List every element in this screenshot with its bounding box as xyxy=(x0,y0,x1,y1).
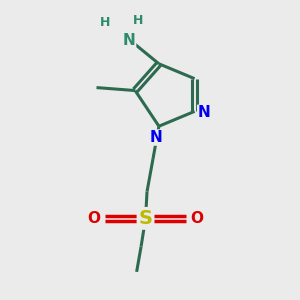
Text: H: H xyxy=(100,16,111,29)
Text: N: N xyxy=(150,130,162,145)
Text: N: N xyxy=(198,105,211,120)
Text: O: O xyxy=(88,211,100,226)
Text: S: S xyxy=(139,209,152,228)
Text: N: N xyxy=(123,32,136,47)
Text: O: O xyxy=(190,211,203,226)
Text: H: H xyxy=(133,14,143,27)
